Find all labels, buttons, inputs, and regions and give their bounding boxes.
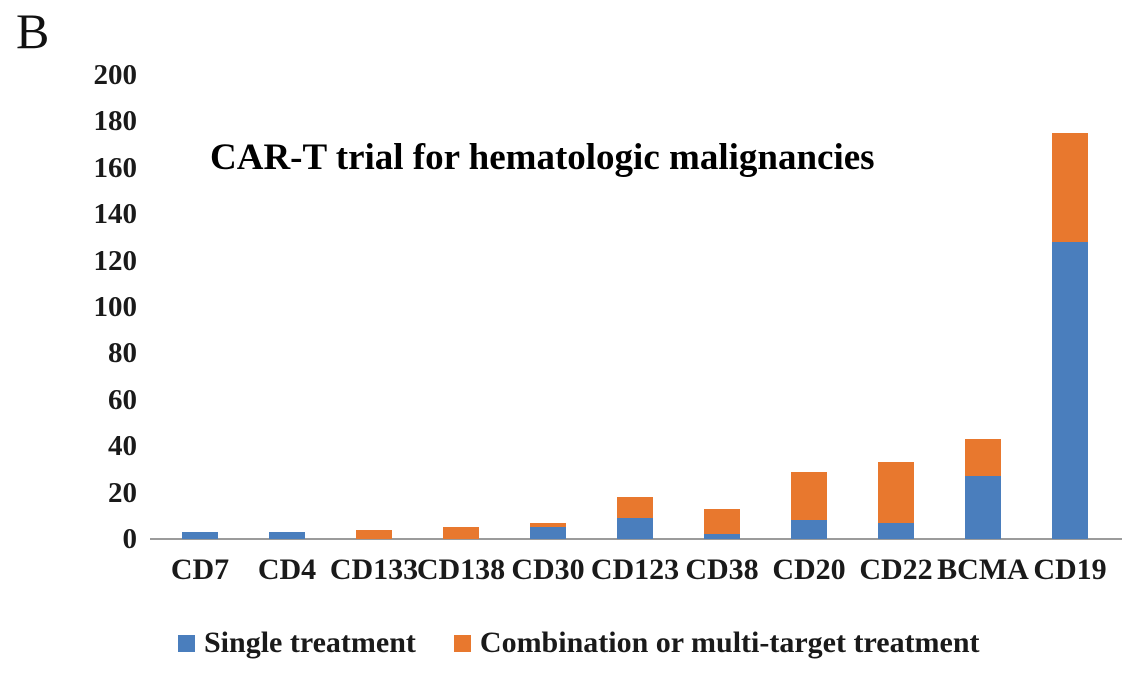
- bar-cd123: [617, 497, 653, 539]
- x-axis-label-cd38: CD38: [685, 553, 759, 586]
- x-axis-line: [150, 538, 1122, 540]
- chart-title: CAR-T trial for hematologic malignancies: [210, 137, 875, 178]
- x-axis-label-cd22: CD22: [859, 553, 933, 586]
- x-axis-label-cd19: CD19: [1033, 553, 1107, 586]
- y-tick-label: 180: [93, 105, 138, 138]
- legend-item-single-treatment: Single treatment: [178, 626, 416, 660]
- legend: Single treatment Combination or multi-ta…: [178, 626, 980, 660]
- panel-label: B: [16, 3, 50, 59]
- bar-segment: [878, 522, 914, 539]
- plot-area: [150, 75, 1125, 540]
- bar-segment: [791, 471, 827, 521]
- bar-segment: [704, 508, 740, 535]
- x-axis-label-cd133: CD133: [329, 553, 419, 586]
- bar-segment: [617, 518, 653, 539]
- bar-cd7: [182, 532, 218, 539]
- bar-cd38: [704, 508, 740, 539]
- y-tick-label: 20: [108, 476, 137, 509]
- bar-segment: [530, 522, 566, 528]
- y-axis-labels: 0 20 40 60 80 100 120 140 160 180 200: [55, 61, 138, 554]
- bar-cd30: [530, 522, 566, 539]
- x-axis-labels: CD7 CD4 CD133 CD138 CD30 CD123 CD38 CD20 CD22 BCM…: [150, 553, 1125, 589]
- bar-cd20: [791, 471, 827, 539]
- x-axis-label-cd138: CD138: [416, 553, 506, 586]
- legend-swatch-blue-icon: [178, 634, 195, 652]
- legend-label: Combination or multi-target treatment: [479, 626, 980, 659]
- y-tick-label: 80: [108, 337, 137, 370]
- x-axis-label-cd123: CD123: [590, 553, 680, 586]
- bar-segment: [965, 476, 1001, 539]
- legend-swatch-orange-icon: [453, 634, 471, 652]
- y-tick-label: 60: [108, 383, 137, 416]
- legend-label: Single treatment: [204, 626, 416, 659]
- y-tick-label: 40: [108, 430, 137, 463]
- y-tick-label: 100: [93, 291, 138, 323]
- bar-segment: [704, 534, 740, 539]
- bar-cd4: [269, 532, 305, 539]
- legend-item-combination-treatment: Combination or multi-target treatment: [453, 626, 980, 660]
- bar-segment: [791, 520, 827, 539]
- x-axis-label-cd30: CD30: [511, 553, 585, 586]
- x-axis-label-cd7: CD7: [170, 553, 230, 586]
- bar-cd19: [1052, 133, 1088, 539]
- y-tick-label: 160: [93, 151, 138, 184]
- bar-segment: [443, 527, 479, 539]
- bar-segment: [182, 532, 218, 539]
- bar-cd138: [443, 527, 479, 539]
- bar-segment: [530, 527, 566, 539]
- y-tick-label: 0: [122, 523, 138, 555]
- x-axis-label-cd4: CD4: [257, 553, 317, 586]
- x-axis-label-cd20: CD20: [772, 553, 846, 586]
- bar-cd133: [356, 529, 392, 539]
- bar-segment: [269, 532, 305, 539]
- bar-segment: [1052, 133, 1088, 243]
- y-tick-label: 140: [93, 198, 138, 231]
- bar-cd22: [878, 462, 914, 539]
- bar-segment: [1052, 242, 1088, 539]
- bar-bcma: [965, 439, 1001, 539]
- y-tick-label: 200: [93, 59, 138, 91]
- bar-segment: [617, 497, 653, 519]
- bar-segment: [965, 439, 1001, 477]
- x-axis-label-bcma: BCMA: [937, 553, 1029, 586]
- bar-segment: [878, 462, 914, 523]
- bar-segment: [356, 529, 392, 539]
- y-tick-label: 120: [93, 244, 138, 277]
